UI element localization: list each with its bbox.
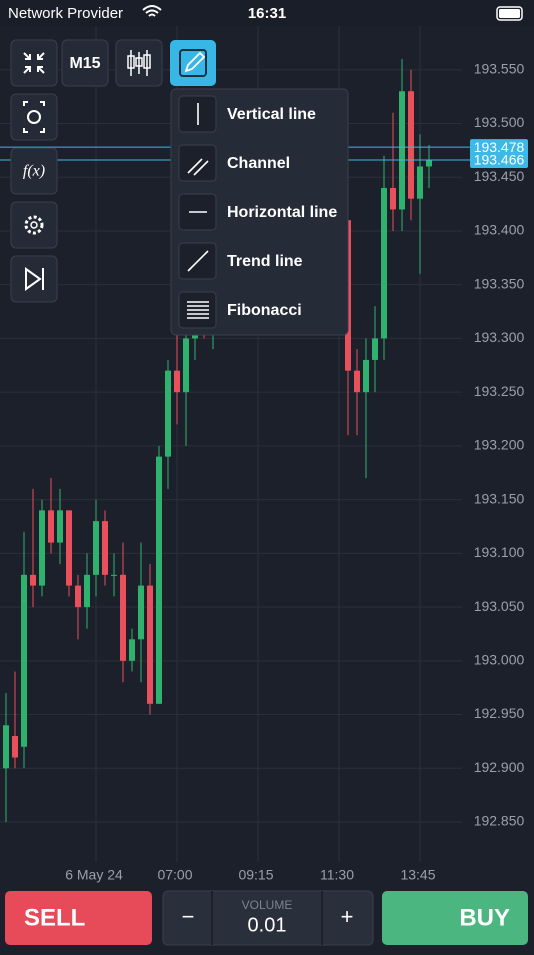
- settings-button[interactable]: [10, 201, 58, 249]
- gear-center: [30, 221, 38, 229]
- gear-icon: [24, 215, 44, 235]
- y-tick-label: 193.350: [474, 275, 525, 291]
- candle-body: [75, 585, 81, 608]
- candle-body: [129, 639, 135, 661]
- y-tick-label: 193.250: [474, 383, 525, 399]
- sell-button[interactable]: [5, 891, 152, 945]
- y-tick-label: 193.400: [474, 222, 525, 238]
- volume-label: VOLUME: [242, 898, 293, 912]
- candle-body: [426, 160, 432, 167]
- minus-button[interactable]: −: [182, 904, 195, 929]
- candle-body: [147, 585, 153, 704]
- x-tick-label: 11:30: [320, 867, 354, 883]
- y-tick-label: 193.000: [474, 652, 525, 668]
- y-tick-label: 193.150: [474, 490, 525, 506]
- menu-item[interactable]: Fibonacci: [227, 302, 302, 319]
- collapse-button[interactable]: [10, 39, 58, 87]
- candle-body: [66, 510, 72, 586]
- menu-icon: [187, 301, 209, 319]
- skip-end-button[interactable]: [10, 255, 58, 303]
- candle-body: [372, 338, 378, 360]
- candle-body: [156, 456, 162, 704]
- draw-menu: Vertical line Channel Horizontal line Trend…: [170, 88, 349, 336]
- menu-item[interactable]: Horizontal line: [227, 204, 337, 221]
- candle-body: [381, 187, 387, 339]
- price-tag: [470, 139, 528, 156]
- wifi-icon: [142, 5, 162, 17]
- y-tick-label: 193.300: [474, 329, 525, 345]
- candle-body: [183, 338, 189, 393]
- candle-body: [417, 166, 423, 199]
- y-tick-label: 193.200: [474, 437, 525, 453]
- candle-body: [363, 359, 369, 393]
- candle-body: [120, 574, 126, 661]
- menu-item[interactable]: Trend line: [227, 253, 303, 270]
- menu-icon: [187, 158, 209, 176]
- x-tick-label: 07:00: [157, 867, 192, 883]
- pencil-icon: [184, 51, 206, 73]
- candle-body: [57, 510, 63, 543]
- x-tick-label: 09:15: [238, 867, 273, 883]
- fx-icon: f(x): [23, 163, 45, 180]
- candle-body: [30, 574, 36, 586]
- focus-icon: [27, 110, 41, 124]
- focus-button[interactable]: [10, 93, 58, 141]
- candle-body: [84, 574, 90, 608]
- price-tag-label: 193.466: [474, 152, 525, 168]
- battery: [496, 6, 523, 21]
- y-tick-label: 193.100: [474, 544, 525, 560]
- draw-icon-frame: [179, 49, 207, 77]
- candle-body: [21, 574, 27, 747]
- x-tick-label: 13:45: [400, 867, 435, 883]
- y-tick-label: 192.950: [474, 705, 525, 721]
- candle-body: [39, 510, 45, 586]
- candle-body: [408, 91, 414, 199]
- candle-body: [354, 370, 360, 393]
- collapse-icon: [23, 52, 45, 74]
- menu-icon: [187, 250, 209, 272]
- indicators-button[interactable]: [10, 147, 58, 195]
- candle-body: [48, 510, 54, 543]
- sell-label: SELL: [24, 904, 85, 931]
- carrier: Network Provider: [8, 5, 123, 22]
- buy-button[interactable]: [382, 891, 528, 945]
- price-tag-label: 193.478: [474, 139, 525, 155]
- volume-value[interactable]: 0.01: [248, 914, 287, 936]
- price-tag: [470, 152, 528, 169]
- skip-icon: [25, 267, 44, 291]
- candle-body: [93, 521, 99, 575]
- y-tick-label: 192.850: [474, 813, 525, 829]
- timeframe: M15: [69, 55, 100, 72]
- candle-body: [138, 585, 144, 640]
- candle-body: [390, 187, 396, 210]
- volume-box: [162, 890, 374, 946]
- y-tick-label: 193.050: [474, 598, 525, 614]
- draw-button[interactable]: [170, 40, 216, 86]
- status-bar: [0, 0, 534, 26]
- plus-button[interactable]: +: [341, 904, 354, 929]
- y-tick-label: 193.550: [474, 60, 525, 76]
- candles-icon-bodies: [127, 54, 151, 69]
- timeframe-button[interactable]: [61, 39, 109, 87]
- y-tick-label: 193.500: [474, 114, 525, 130]
- battery-level: [499, 9, 520, 18]
- candle-body: [165, 370, 171, 457]
- clock: 16:31: [248, 5, 286, 22]
- candle-body: [174, 370, 180, 393]
- buy-label: BUY: [459, 904, 510, 931]
- menu-item[interactable]: Vertical line: [227, 106, 316, 123]
- focus-corners: [23, 101, 45, 133]
- candle-body: [12, 736, 18, 758]
- menu-item[interactable]: Channel: [227, 155, 290, 172]
- candle-body: [3, 725, 9, 769]
- x-tick-label: 6 May 24: [65, 867, 123, 883]
- y-tick-label: 192.900: [474, 759, 525, 775]
- candle-body: [111, 574, 117, 576]
- candle-body: [102, 521, 108, 575]
- y-tick-label: 193.450: [474, 168, 525, 184]
- candle-body: [399, 91, 405, 210]
